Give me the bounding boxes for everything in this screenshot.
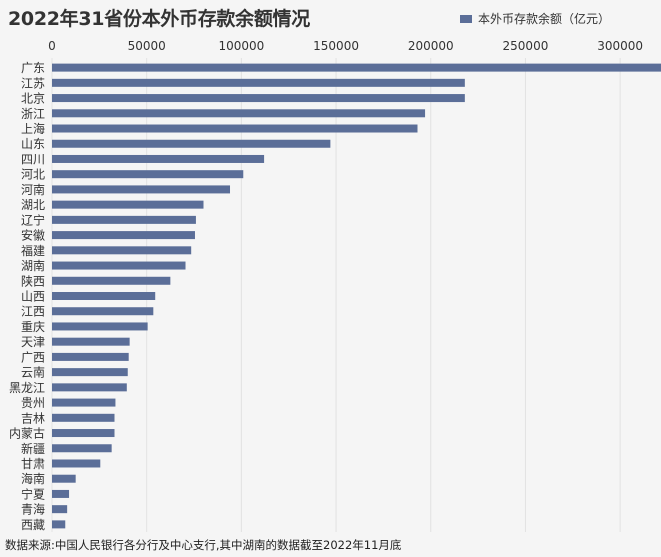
category-label: 内蒙古 bbox=[9, 426, 45, 441]
category-label: 青海 bbox=[21, 502, 45, 517]
category-label: 河南 bbox=[21, 182, 45, 197]
category-label: 江苏 bbox=[21, 76, 45, 90]
category-label: 四川 bbox=[21, 152, 45, 166]
bar bbox=[52, 337, 130, 346]
bar bbox=[52, 276, 171, 285]
category-label: 海南 bbox=[21, 471, 45, 486]
source-note: 数据来源:中国人民银行各分行及中心支行,其中湖南的数据截至2022年11月底 bbox=[5, 538, 402, 552]
category-label: 天津 bbox=[21, 335, 45, 349]
category-label: 山东 bbox=[21, 137, 45, 151]
bar bbox=[52, 215, 196, 224]
bar bbox=[52, 261, 186, 270]
bar bbox=[52, 352, 129, 361]
category-label: 广西 bbox=[21, 350, 45, 364]
bar bbox=[52, 185, 231, 194]
category-label: 河北 bbox=[21, 168, 45, 182]
category-label: 吉林 bbox=[21, 411, 45, 425]
bar bbox=[52, 200, 204, 209]
category-label: 宁夏 bbox=[21, 486, 45, 501]
bar bbox=[52, 444, 112, 453]
bar bbox=[52, 398, 116, 407]
bar bbox=[52, 429, 115, 438]
bar bbox=[52, 489, 70, 498]
bar bbox=[52, 124, 418, 133]
x-tick-label: 300000 bbox=[597, 39, 643, 53]
bar bbox=[52, 505, 68, 514]
bar bbox=[52, 246, 192, 255]
bar bbox=[52, 154, 265, 163]
x-tick-label: 50000 bbox=[128, 39, 166, 53]
category-label: 山西 bbox=[21, 290, 45, 304]
category-label: 江西 bbox=[21, 305, 45, 319]
category-label: 浙江 bbox=[21, 107, 45, 121]
category-label: 新疆 bbox=[21, 441, 45, 456]
category-label: 甘肃 bbox=[21, 457, 45, 471]
chart-legend: 本外币存款余额（亿元） bbox=[460, 10, 610, 27]
bar bbox=[52, 231, 195, 240]
legend-label: 本外币存款余额（亿元） bbox=[478, 12, 611, 26]
category-label: 西藏 bbox=[21, 518, 45, 532]
bar bbox=[52, 520, 66, 529]
category-label: 湖南 bbox=[21, 258, 45, 273]
bar bbox=[52, 292, 156, 300]
legend-swatch bbox=[460, 14, 472, 23]
x-tick-label: 250000 bbox=[503, 39, 549, 53]
bar bbox=[52, 78, 465, 87]
category-label: 湖北 bbox=[21, 197, 45, 212]
category-label: 福建 bbox=[21, 243, 45, 258]
bar bbox=[52, 307, 154, 316]
chart-title: 2022年31省份本外币存款余额情况 bbox=[8, 8, 310, 30]
bar bbox=[52, 474, 76, 483]
category-label: 北京 bbox=[21, 92, 45, 106]
bar bbox=[52, 322, 148, 331]
bar bbox=[52, 368, 128, 377]
bar bbox=[52, 94, 465, 103]
bar bbox=[52, 413, 115, 422]
category-label: 广东 bbox=[21, 61, 45, 75]
category-label: 黑龙江 bbox=[9, 381, 45, 395]
category-label: 上海 bbox=[21, 121, 45, 136]
category-label: 辽宁 bbox=[21, 212, 45, 227]
category-label: 安徽 bbox=[21, 228, 45, 243]
bar bbox=[52, 170, 244, 179]
x-tick-label: 100000 bbox=[218, 39, 264, 53]
category-label: 贵州 bbox=[21, 396, 45, 410]
x-tick-label: 0 bbox=[48, 39, 56, 53]
category-label: 陕西 bbox=[21, 273, 45, 288]
bar bbox=[52, 63, 661, 72]
bar bbox=[52, 459, 101, 468]
category-label: 云南 bbox=[21, 365, 45, 380]
x-tick-label: 150000 bbox=[313, 39, 359, 53]
bar bbox=[52, 109, 426, 118]
category-label: 重庆 bbox=[21, 320, 45, 334]
bar bbox=[52, 139, 331, 148]
x-tick-label: 200000 bbox=[408, 39, 454, 53]
bar bbox=[52, 383, 127, 392]
